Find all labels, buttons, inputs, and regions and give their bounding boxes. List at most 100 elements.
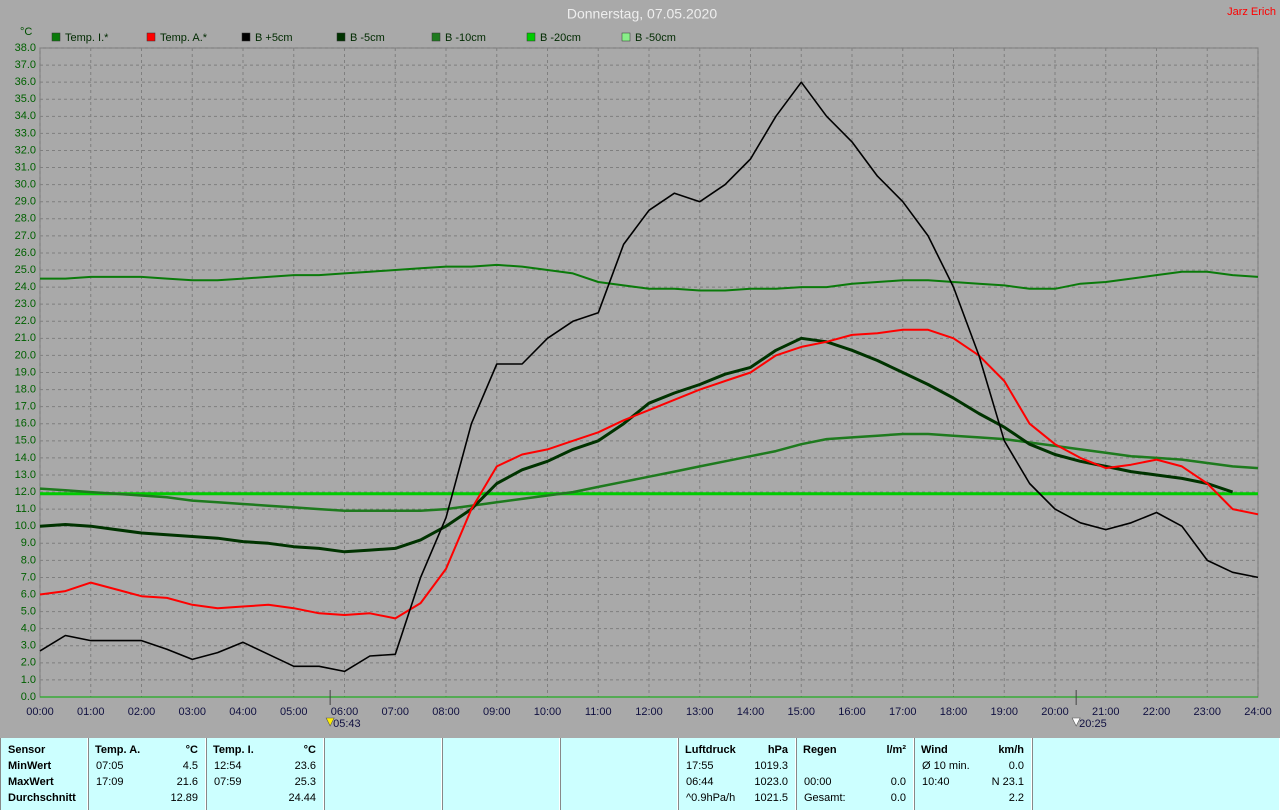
y-tick-label: 5.0 (21, 606, 36, 618)
y-tick-label: 13.0 (15, 469, 36, 481)
table-cell: 4.5 (182, 760, 198, 772)
table-cell: 21.6 (176, 776, 198, 788)
x-tick-label: 00:00 (26, 706, 54, 718)
legend-label: Temp. I.* (65, 32, 109, 44)
x-tick-label: 22:00 (1143, 706, 1171, 718)
x-tick-label: 05:00 (280, 706, 308, 718)
y-tick-label: 32.0 (15, 144, 36, 156)
y-tick-label: 3.0 (21, 640, 36, 652)
x-tick-label: 13:00 (686, 706, 714, 718)
y-tick-label: 14.0 (15, 452, 36, 464)
table-cell: °C (185, 744, 198, 756)
legend-label: B -10cm (445, 32, 486, 44)
x-tick-label: 24:00 (1244, 706, 1272, 718)
x-tick-label: 10:00 (534, 706, 562, 718)
y-tick-label: 23.0 (15, 298, 36, 310)
table-cell: Luftdruck (685, 744, 736, 756)
y-tick-label: 1.0 (21, 674, 36, 686)
y-tick-label: 4.0 (21, 623, 36, 635)
table-cell: 07:59 (214, 776, 242, 788)
y-tick-label: 8.0 (21, 554, 36, 566)
x-tick-label: 20:00 (1041, 706, 1069, 718)
table-cell: hPa (767, 744, 788, 756)
legend-label: Temp. A.* (160, 32, 208, 44)
x-tick-label: 04:00 (229, 706, 257, 718)
table-cell: Temp. A. (95, 744, 141, 756)
x-tick-label: 15:00 (787, 706, 815, 718)
x-tick-label: 09:00 (483, 706, 511, 718)
table-cell: 24.44 (288, 792, 316, 804)
table-cell: 1023.0 (754, 776, 788, 788)
legend-swatch (241, 32, 251, 42)
legend-swatch (526, 32, 536, 42)
x-tick-label: 02:00 (128, 706, 156, 718)
x-tick-label: 19:00 (990, 706, 1018, 718)
legend-swatch (51, 32, 61, 42)
series-line (39, 336, 1234, 554)
y-tick-label: 24.0 (15, 281, 36, 293)
y-tick-label: 36.0 (15, 76, 36, 88)
x-tick-label: 07:00 (381, 706, 409, 718)
x-tick-label: 08:00 (432, 706, 460, 718)
x-tick-label: 12:00 (635, 706, 663, 718)
y-tick-label: 35.0 (15, 93, 36, 105)
panel (796, 738, 914, 810)
panel (914, 738, 1032, 810)
author: Jarz Erich (1227, 6, 1276, 18)
y-axis-label: °C (20, 26, 32, 38)
y-tick-label: 20.0 (15, 349, 36, 361)
panel (0, 738, 88, 810)
legend-label: B +5cm (255, 32, 293, 44)
y-tick-label: 28.0 (15, 213, 36, 225)
table-cell: Gesamt: (804, 792, 846, 804)
y-tick-label: 9.0 (21, 537, 36, 549)
legend-swatch (146, 32, 156, 42)
sun-label: 05:43 (333, 718, 361, 730)
y-tick-label: 33.0 (15, 127, 36, 139)
stats-table: Sensor MinWert MaxWert Durchschnitt Temp. A.… (0, 738, 1280, 810)
table-cell: 07:05 (96, 760, 124, 772)
series-line (39, 81, 1259, 673)
legend-swatch (431, 32, 441, 42)
chart: Donnerstag, 07.05.2020 Jarz Erich °C 0.0… (15, 6, 1276, 730)
y-tick-label: 38.0 (15, 42, 36, 54)
panel (324, 738, 442, 810)
y-tick-label: 17.0 (15, 401, 36, 413)
table-cell: 2.2 (1008, 792, 1024, 804)
legend-label: B -50cm (635, 32, 676, 44)
table-cell: MinWert (8, 760, 52, 772)
table-cell: 10:40 (922, 776, 950, 788)
table-cell: 1019.3 (754, 760, 788, 772)
y-tick-label: 29.0 (15, 196, 36, 208)
table-cell: Regen (803, 744, 837, 756)
table-cell: Durchschnitt (8, 792, 76, 804)
x-tick-label: 23:00 (1193, 706, 1221, 718)
series-line (40, 263, 1259, 292)
table-cell: 23.6 (294, 760, 316, 772)
table-cell: l/m² (886, 744, 906, 756)
table-cell: 00:00 (804, 776, 832, 788)
table-cell: km/h (998, 744, 1024, 756)
sun-icon (325, 717, 335, 727)
panel (206, 738, 324, 810)
table-cell: 0.0 (1008, 760, 1024, 772)
legend-swatch (336, 32, 346, 42)
x-tick-label: 16:00 (838, 706, 866, 718)
panel (678, 738, 796, 810)
x-tick-label: 18:00 (940, 706, 968, 718)
table-cell: Wind (921, 744, 948, 756)
sun-icon (1071, 717, 1081, 727)
panel (442, 738, 560, 810)
series-line (39, 432, 1259, 513)
y-tick-label: 15.0 (15, 435, 36, 447)
panel (1032, 738, 1280, 810)
chart-title: Donnerstag, 07.05.2020 (567, 6, 717, 22)
table-cell: Ø 10 min. (922, 760, 970, 772)
y-tick-label: 6.0 (21, 588, 36, 600)
x-tick-label: 03:00 (178, 706, 206, 718)
table-cell: 1021.5 (754, 792, 788, 804)
table-cell: 0.0 (890, 776, 906, 788)
x-tick-label: 01:00 (77, 706, 105, 718)
y-tick-label: 2.0 (21, 657, 36, 669)
